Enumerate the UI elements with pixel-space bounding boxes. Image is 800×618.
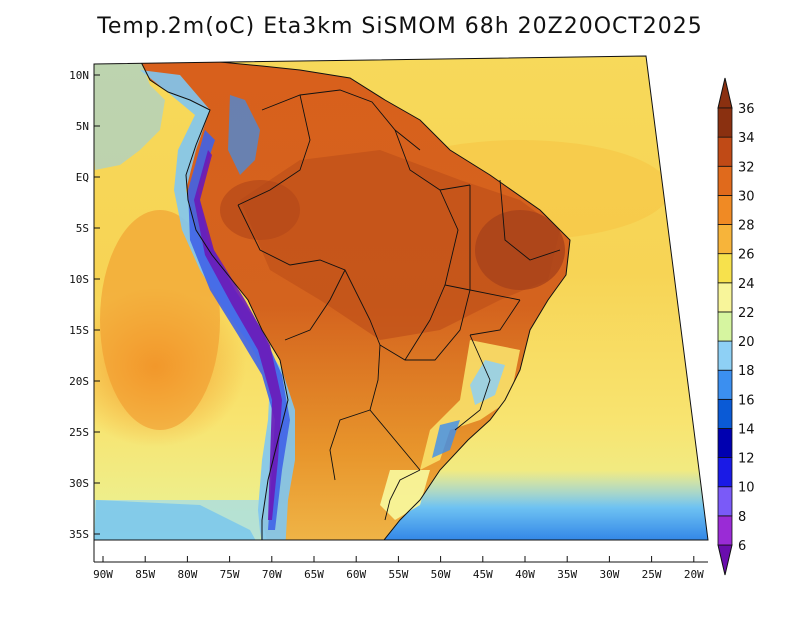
colorbar-segment <box>717 165 733 196</box>
temperature-field <box>94 56 708 540</box>
lon-tick-label: 65W <box>304 568 324 581</box>
colorbar-segment <box>717 136 733 167</box>
lon-tick-label: 75W <box>220 568 240 581</box>
colorbar-level-label: 24 <box>738 277 755 292</box>
colorbar-segment <box>717 194 733 225</box>
colorbar-segment <box>717 398 733 429</box>
lat-tick-label: 15S <box>69 324 89 337</box>
lon-tick-label: 20W <box>684 568 704 581</box>
colorbar-segment <box>717 224 733 255</box>
colorbar-segment <box>717 340 733 371</box>
lat-tick-label: 10N <box>69 69 89 82</box>
country-borders <box>237 89 561 521</box>
colorbar-level-label: 14 <box>738 422 755 437</box>
colorbar-level-label: 6 <box>738 539 746 554</box>
colorbar-segment <box>717 107 733 138</box>
lat-tick-label: 30S <box>69 477 89 490</box>
lon-tick-label: 85W <box>135 568 155 581</box>
colorbar-level-label: 8 <box>738 510 746 525</box>
lat-tick-label: 20S <box>69 375 89 388</box>
colorbar-level-label: 20 <box>738 335 755 350</box>
colorbar-segment <box>717 428 733 459</box>
temperature-colorbar: 6 8 10 12 14 16 18 20 22 24 26 28 30 32 34 36 <box>717 77 755 576</box>
colorbar-segment <box>717 457 733 488</box>
lat-tick-label: 10S <box>69 273 89 286</box>
lon-tick-label: 30W <box>599 568 619 581</box>
lon-tick-label: 60W <box>346 568 366 581</box>
colorbar-level-label: 18 <box>738 364 755 379</box>
colorbar-level-label: 36 <box>738 102 755 117</box>
map-title: Temp.2m(oC) Eta3km SiSMOM 68h 20Z20OCT20… <box>97 14 703 39</box>
colorbar-level-label: 12 <box>738 452 755 467</box>
colorbar-level-label: 22 <box>738 306 755 321</box>
colorbar-segment <box>717 369 733 400</box>
colorbar-level-label: 32 <box>738 160 755 175</box>
colorbar-level-label: 28 <box>738 219 755 234</box>
lon-tick-label: 50W <box>431 568 451 581</box>
colorbar-level-label: 10 <box>738 481 755 496</box>
lon-tick-label: 80W <box>177 568 197 581</box>
lon-tick-label: 90W <box>93 568 113 581</box>
lat-tick-label: 35S <box>69 528 89 541</box>
colorbar-top-arrow <box>717 77 733 109</box>
latitude-axis: 10N 5N EQ 5S 10S 15S 20S 25S 30S 35S <box>69 69 100 541</box>
longitude-axis: 90W 85W 80W 75W 70W 65W 60W 55W 50W 45W 40W 35W 30W 2… <box>93 556 704 581</box>
lat-tick-label: EQ <box>76 171 89 184</box>
colorbar-level-label: 30 <box>738 189 755 204</box>
colorbar-segment <box>717 486 733 517</box>
colorbar-segment <box>717 282 733 313</box>
colorbar-segment <box>717 515 733 546</box>
lon-tick-label: 45W <box>473 568 493 581</box>
lon-tick-label: 40W <box>515 568 535 581</box>
colorbar-segment <box>717 253 733 284</box>
lon-tick-label: 35W <box>557 568 577 581</box>
colorbar-level-label: 26 <box>738 248 755 263</box>
lon-tick-label: 55W <box>388 568 408 581</box>
colorbar-level-label: 34 <box>738 131 755 146</box>
colorbar-segment <box>717 311 733 342</box>
lat-tick-label: 25S <box>69 426 89 439</box>
colorbar-bottom-arrow <box>717 544 733 576</box>
colorbar-level-label: 16 <box>738 393 755 408</box>
lat-tick-label: 5S <box>76 222 89 235</box>
lat-tick-label: 5N <box>76 120 89 133</box>
lon-tick-label: 25W <box>642 568 662 581</box>
lon-tick-label: 70W <box>262 568 282 581</box>
